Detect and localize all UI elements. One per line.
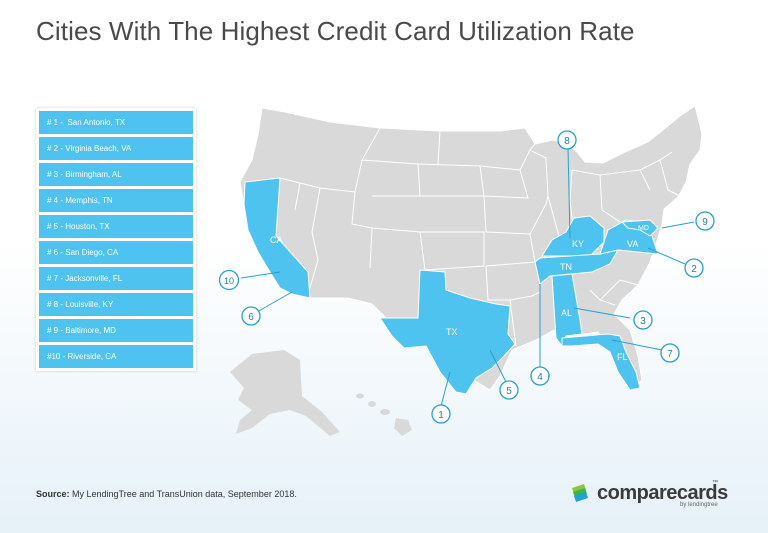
state-label-ca: CA xyxy=(270,235,283,245)
brand-tagline: by lendingtree xyxy=(680,502,718,508)
state-florida xyxy=(561,333,641,391)
marker-6: 6 xyxy=(241,306,261,326)
state-kentucky xyxy=(541,215,605,257)
brand-trademark: ™ xyxy=(712,480,718,486)
legend-city: Memphis, TN xyxy=(65,196,113,205)
legend-rank: # 6 - xyxy=(47,248,64,257)
marker-label-4: 4 xyxy=(537,372,543,383)
legend-rank: # 9 - xyxy=(47,326,64,335)
marker-7: 7 xyxy=(660,343,680,363)
marker-label-10: 10 xyxy=(224,276,234,286)
state-label-va: VA xyxy=(627,239,638,249)
state-maryland xyxy=(620,219,659,237)
hawaii xyxy=(356,393,412,436)
legend-city: Baltimore, MD xyxy=(65,326,116,335)
legend-item-2: # 2 - Virginia Beach, VA xyxy=(39,137,193,160)
legend-city: Riverside, CA xyxy=(67,352,117,361)
state-label-al: AL xyxy=(561,308,572,318)
source-text: My LendingTree and TransUnion data, Sept… xyxy=(72,489,297,499)
cards-stack-icon xyxy=(572,484,588,502)
legend-rank: # 8 - xyxy=(47,300,64,309)
city-ranking-legend: # 1 - San Antonio, TX # 2 - Virginia Bea… xyxy=(36,108,196,371)
legend-item-7: # 7 - Jacksonville, FL xyxy=(39,267,193,290)
comparecards-logo: comparecards ™ by lendingtree xyxy=(570,480,740,510)
marker-label-6: 6 xyxy=(248,312,254,323)
marker-2: 2 xyxy=(684,258,704,278)
legend-rank: #10 - xyxy=(47,352,66,361)
legend-rank: # 5 - xyxy=(47,222,64,231)
legend-item-6: # 6 - San Diego, CA xyxy=(39,241,193,264)
legend-city: Virginia Beach, VA xyxy=(65,144,132,153)
state-california xyxy=(243,177,311,299)
marker-leader-lines xyxy=(240,147,695,407)
alaska xyxy=(230,350,340,436)
legend-city: Birmingham, AL xyxy=(65,170,122,179)
highlighted-states xyxy=(243,177,659,395)
legend-city: Houston, TX xyxy=(65,222,110,231)
legend-rank: # 1 - xyxy=(47,118,64,127)
us-mainland xyxy=(239,105,703,391)
legend-item-1: # 1 - San Antonio, TX xyxy=(39,111,193,134)
marker-1: 1 xyxy=(431,404,451,424)
legend-city: Louisville, KY xyxy=(65,300,114,309)
state-label-tn: TN xyxy=(560,262,572,272)
legend-item-9: # 9 - Baltimore, MD xyxy=(39,319,193,342)
legend-city: Jacksonville, FL xyxy=(65,274,123,283)
state-tennessee xyxy=(534,249,619,285)
page-title: Cities With The Highest Credit Card Util… xyxy=(36,16,635,46)
marker-9: 9 xyxy=(695,211,715,231)
state-label-fl: FL xyxy=(617,352,628,362)
state-label-ky: KY xyxy=(572,239,584,249)
marker-label-5: 5 xyxy=(506,386,512,397)
marker-label-1: 1 xyxy=(438,410,444,421)
legend-rank: # 7 - xyxy=(47,274,64,283)
marker-label-8: 8 xyxy=(564,136,570,147)
source-note: Source: My LendingTree and TransUnion da… xyxy=(36,489,297,499)
legend-city: San Diego, CA xyxy=(65,248,119,257)
marker-8: 8 xyxy=(557,130,577,150)
marker-5: 5 xyxy=(499,380,519,400)
marker-4: 4 xyxy=(530,366,550,386)
legend-city: San Antonio, TX xyxy=(67,118,126,127)
legend-item-5: # 5 - Houston, TX xyxy=(39,215,193,238)
source-label: Source: xyxy=(36,489,70,499)
legend-item-8: # 8 - Louisville, KY xyxy=(39,293,193,316)
legend-item-4: # 4 - Memphis, TN xyxy=(39,189,193,212)
legend-item-10: #10 - Riverside, CA xyxy=(39,345,193,368)
legend-rank: # 3 - xyxy=(47,170,64,179)
state-label-tx: TX xyxy=(446,327,458,337)
legend-item-3: # 3 - Birmingham, AL xyxy=(39,163,193,186)
marker-3: 3 xyxy=(633,310,653,330)
marker-label-3: 3 xyxy=(640,316,646,327)
state-texas xyxy=(379,269,516,395)
marker-label-9: 9 xyxy=(702,217,708,228)
marker-10: 10 xyxy=(218,269,240,291)
state-alabama xyxy=(551,273,583,348)
state-label-md: MD xyxy=(638,225,649,232)
legend-rank: # 2 - xyxy=(47,144,64,153)
brand-name: comparecards xyxy=(597,482,728,504)
legend-rank: # 4 - xyxy=(47,196,64,205)
marker-label-7: 7 xyxy=(667,349,673,360)
marker-label-2: 2 xyxy=(691,264,697,275)
